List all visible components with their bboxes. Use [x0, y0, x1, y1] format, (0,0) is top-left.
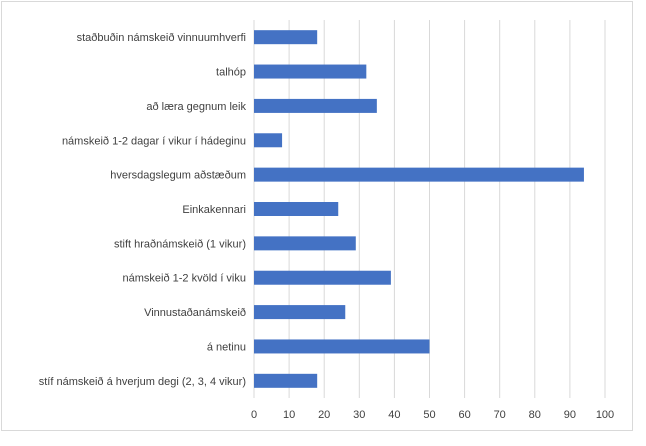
- bars: [254, 30, 584, 388]
- bar-5: [254, 202, 339, 216]
- x-tick-label: 20: [318, 409, 330, 421]
- x-tick-label: 100: [596, 409, 614, 421]
- bar-9: [254, 339, 430, 354]
- category-labels: staðbuðin námskeið vinnuumhverfi talhóp að…: [39, 32, 247, 388]
- bar-10: [254, 373, 318, 388]
- x-tick-label: 60: [458, 409, 470, 421]
- category-label: á netinu: [207, 341, 246, 353]
- x-tick-label: 30: [353, 409, 365, 421]
- x-tick-label: 80: [529, 409, 541, 421]
- category-label: að læra gegnum leik: [146, 101, 246, 113]
- bar-8: [254, 305, 346, 320]
- category-label: Vinnustaðanámskeið: [144, 307, 246, 319]
- bar-2: [254, 98, 377, 113]
- category-label: staðbuðin námskeið vinnuumhverfi: [77, 32, 246, 44]
- x-tick-label: 10: [283, 409, 295, 421]
- x-tick-label: 70: [494, 409, 506, 421]
- category-label: Einkakennari: [182, 204, 246, 216]
- bar-7: [254, 270, 391, 285]
- category-label: stíf námskeið á hverjum degi (2, 3, 4 vi…: [39, 376, 246, 388]
- category-label: hversdagslegum aðstæðum: [110, 170, 246, 182]
- x-tick-label: 50: [423, 409, 435, 421]
- bar-4: [254, 167, 584, 182]
- category-label: stift hraðnámskeið (1 vikur): [114, 238, 246, 250]
- gridlines: [253, 20, 606, 398]
- bar-6: [254, 236, 356, 251]
- x-tick-label: 90: [564, 409, 576, 421]
- x-tick-labels: 0 10 20 30 40 50 60 70 80 90 100: [251, 409, 614, 421]
- bar-0: [254, 30, 318, 45]
- x-tick-label: 0: [251, 409, 257, 421]
- x-tick-label: 40: [388, 409, 400, 421]
- category-label: námskeið 1-2 kvöld í viku: [123, 273, 247, 285]
- category-label: námskeið 1-2 dagar í vikur í hádeginu: [62, 135, 246, 147]
- category-label: talhóp: [216, 67, 246, 79]
- bar-1: [254, 64, 367, 79]
- bar-3: [254, 133, 283, 148]
